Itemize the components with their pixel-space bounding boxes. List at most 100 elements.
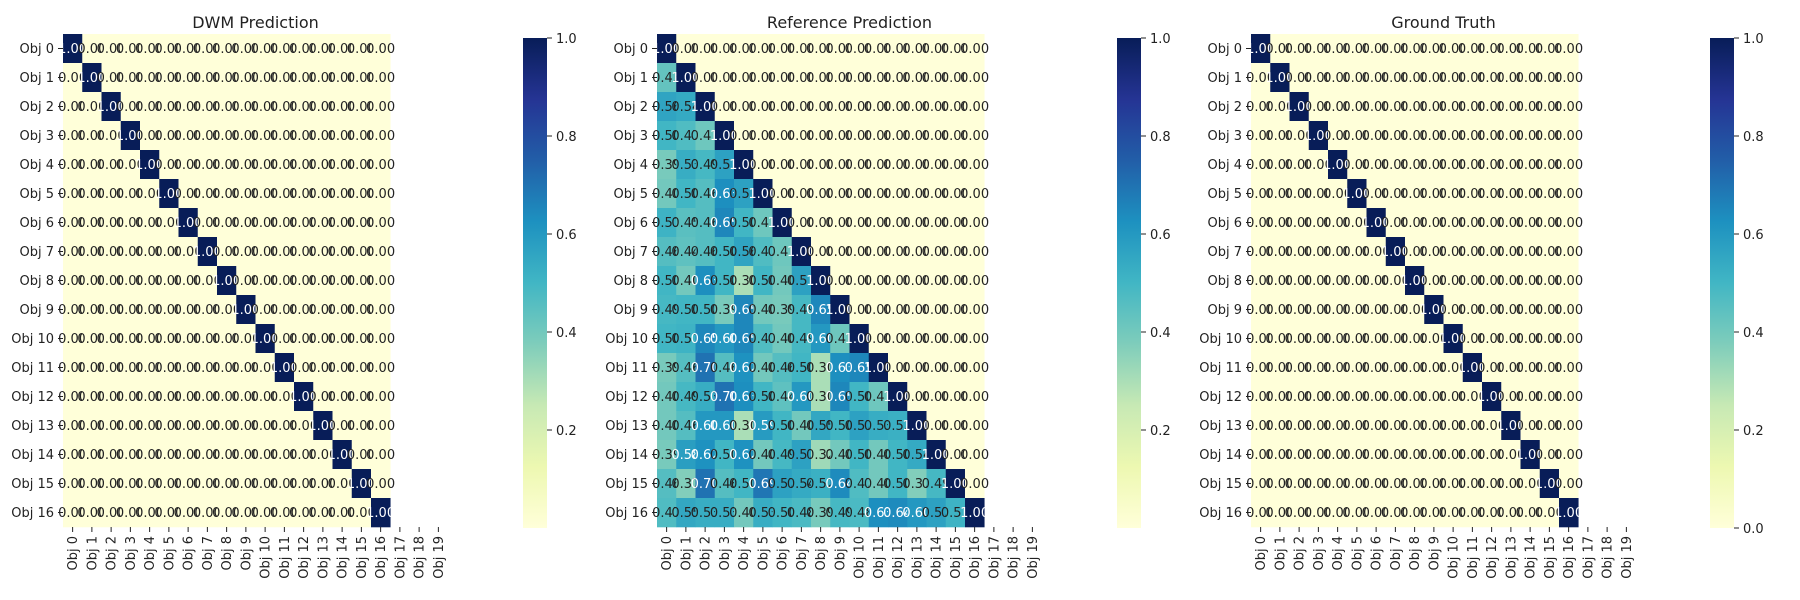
heatmap-cell [332, 63, 353, 93]
heatmap-cell [1539, 179, 1560, 209]
heatmap-cell [1366, 498, 1387, 528]
heatmap-cell [1289, 411, 1310, 441]
heatmap-cell [178, 295, 199, 325]
cell-value-label: 0.00 [154, 274, 183, 289]
heatmap-cell [676, 498, 696, 528]
heatmap-cell [734, 121, 754, 151]
colorbar-tick-label: 0.2 [1743, 424, 1764, 439]
heatmap-cell [294, 237, 314, 267]
heatmap-cell [197, 353, 218, 383]
heatmap-cell [1462, 92, 1483, 122]
cell-value-label: 0.00 [1304, 274, 1333, 289]
heatmap-cell [849, 208, 870, 238]
cell-value-label: 0.00 [1265, 477, 1294, 492]
cell-value-label: 0.00 [902, 129, 931, 144]
cell-value-label: 0.46 [710, 361, 739, 376]
cell-value-label: 0.00 [212, 187, 241, 202]
cell-value-label: 0.00 [77, 390, 106, 405]
heatmap-cell [1501, 179, 1521, 209]
cell-value-label: 0.00 [922, 419, 951, 434]
heatmap-cell [313, 237, 333, 267]
cell-value-label: 0.00 [902, 245, 931, 260]
heatmap-cell [1347, 382, 1367, 412]
heatmap-cell [965, 295, 985, 325]
heatmap-cell [351, 295, 372, 325]
heatmap-cell [830, 34, 850, 64]
heatmap-cell [1270, 63, 1290, 93]
colorbar-tick-label: 0.2 [556, 424, 577, 439]
heatmap-cell [1559, 208, 1579, 238]
cell-value-label: 0.00 [212, 477, 241, 492]
heatmap-cell [371, 237, 391, 267]
heatmap-cell [236, 382, 256, 412]
heatmap-cell [332, 469, 353, 499]
cell-value-label: 0.54 [902, 448, 931, 463]
heatmap-cell [1270, 179, 1290, 209]
cell-value-label: 0.00 [1265, 506, 1294, 521]
cell-value-label: 1.00 [97, 100, 126, 115]
heatmap-cell [1539, 208, 1560, 238]
cell-value-label: 0.00 [154, 419, 183, 434]
heatmap-cell [830, 498, 850, 528]
heatmap-cell [351, 498, 372, 528]
heatmap-cell [907, 382, 927, 412]
heatmap-cell [1405, 324, 1425, 354]
cell-value-label: 0.46 [652, 245, 681, 260]
cell-value-label: 0.00 [1439, 187, 1468, 202]
y-tick-label: Obj 15 [11, 477, 54, 492]
heatmap-cell [63, 121, 83, 151]
heatmap-cell [926, 63, 947, 93]
heatmap-cell [371, 295, 391, 325]
cell-value-label: 0.00 [97, 506, 126, 521]
heatmap-cell [849, 121, 870, 151]
heatmap-cell [657, 121, 677, 151]
heatmap-cell [734, 498, 754, 528]
heatmap-cell [159, 295, 179, 325]
cell-value-label: 0.00 [902, 100, 931, 115]
cell-value-label: 0.00 [193, 419, 222, 434]
cell-value-label: 0.00 [1554, 332, 1583, 347]
cell-value-label: 0.00 [1342, 390, 1371, 405]
cell-value-label: 0.00 [1554, 129, 1583, 144]
cell-value-label: 0.00 [806, 187, 835, 202]
x-tick-label: Obj 12 [1485, 536, 1500, 579]
heatmap-cell [1366, 150, 1387, 180]
heatmap-cell [676, 295, 696, 325]
heatmap-cell [1539, 440, 1560, 470]
cell-value-label: 0.65 [729, 303, 758, 318]
heatmap-cell [945, 179, 966, 209]
heatmap-cell [811, 92, 831, 122]
chart-title: Ground Truth [1391, 13, 1496, 32]
heatmap-cell [1501, 440, 1521, 470]
heatmap-cell [657, 324, 677, 354]
heatmap-cell [1520, 411, 1541, 441]
heatmap-cell [1328, 34, 1348, 64]
cell-value-label: 0.00 [1285, 332, 1314, 347]
cell-value-label: 0.00 [1304, 303, 1333, 318]
heatmap-cell [1308, 34, 1329, 64]
heatmap-cell [82, 498, 102, 528]
cell-value-label: 0.00 [116, 71, 145, 86]
heatmap-cell [791, 150, 812, 180]
cell-value-label: 0.00 [1458, 506, 1487, 521]
cell-value-label: 1.00 [1285, 100, 1314, 115]
cell-value-label: 0.00 [960, 477, 989, 492]
heatmap-cell [926, 237, 947, 267]
heatmap-cell [1501, 237, 1521, 267]
heatmap-cell [965, 34, 985, 64]
y-tick-label: Obj 9 [1208, 303, 1243, 318]
cell-value-label: 0.00 [58, 506, 87, 521]
heatmap-cell [159, 92, 179, 122]
cell-value-label: 0.00 [58, 100, 87, 115]
heatmap-cell [120, 353, 141, 383]
cell-value-label: 0.00 [1285, 158, 1314, 173]
heatmap-cell [714, 121, 735, 151]
cell-value-label: 0.00 [135, 274, 164, 289]
heatmap-cell [753, 295, 773, 325]
cell-value-label: 0.00 [1439, 274, 1468, 289]
cell-value-label: 0.00 [864, 42, 893, 57]
x-tick-label: Obj 8 [1408, 536, 1423, 571]
cell-value-label: 0.00 [960, 71, 989, 86]
cell-value-label: 0.00 [1516, 390, 1545, 405]
heatmap-cell [371, 208, 391, 238]
